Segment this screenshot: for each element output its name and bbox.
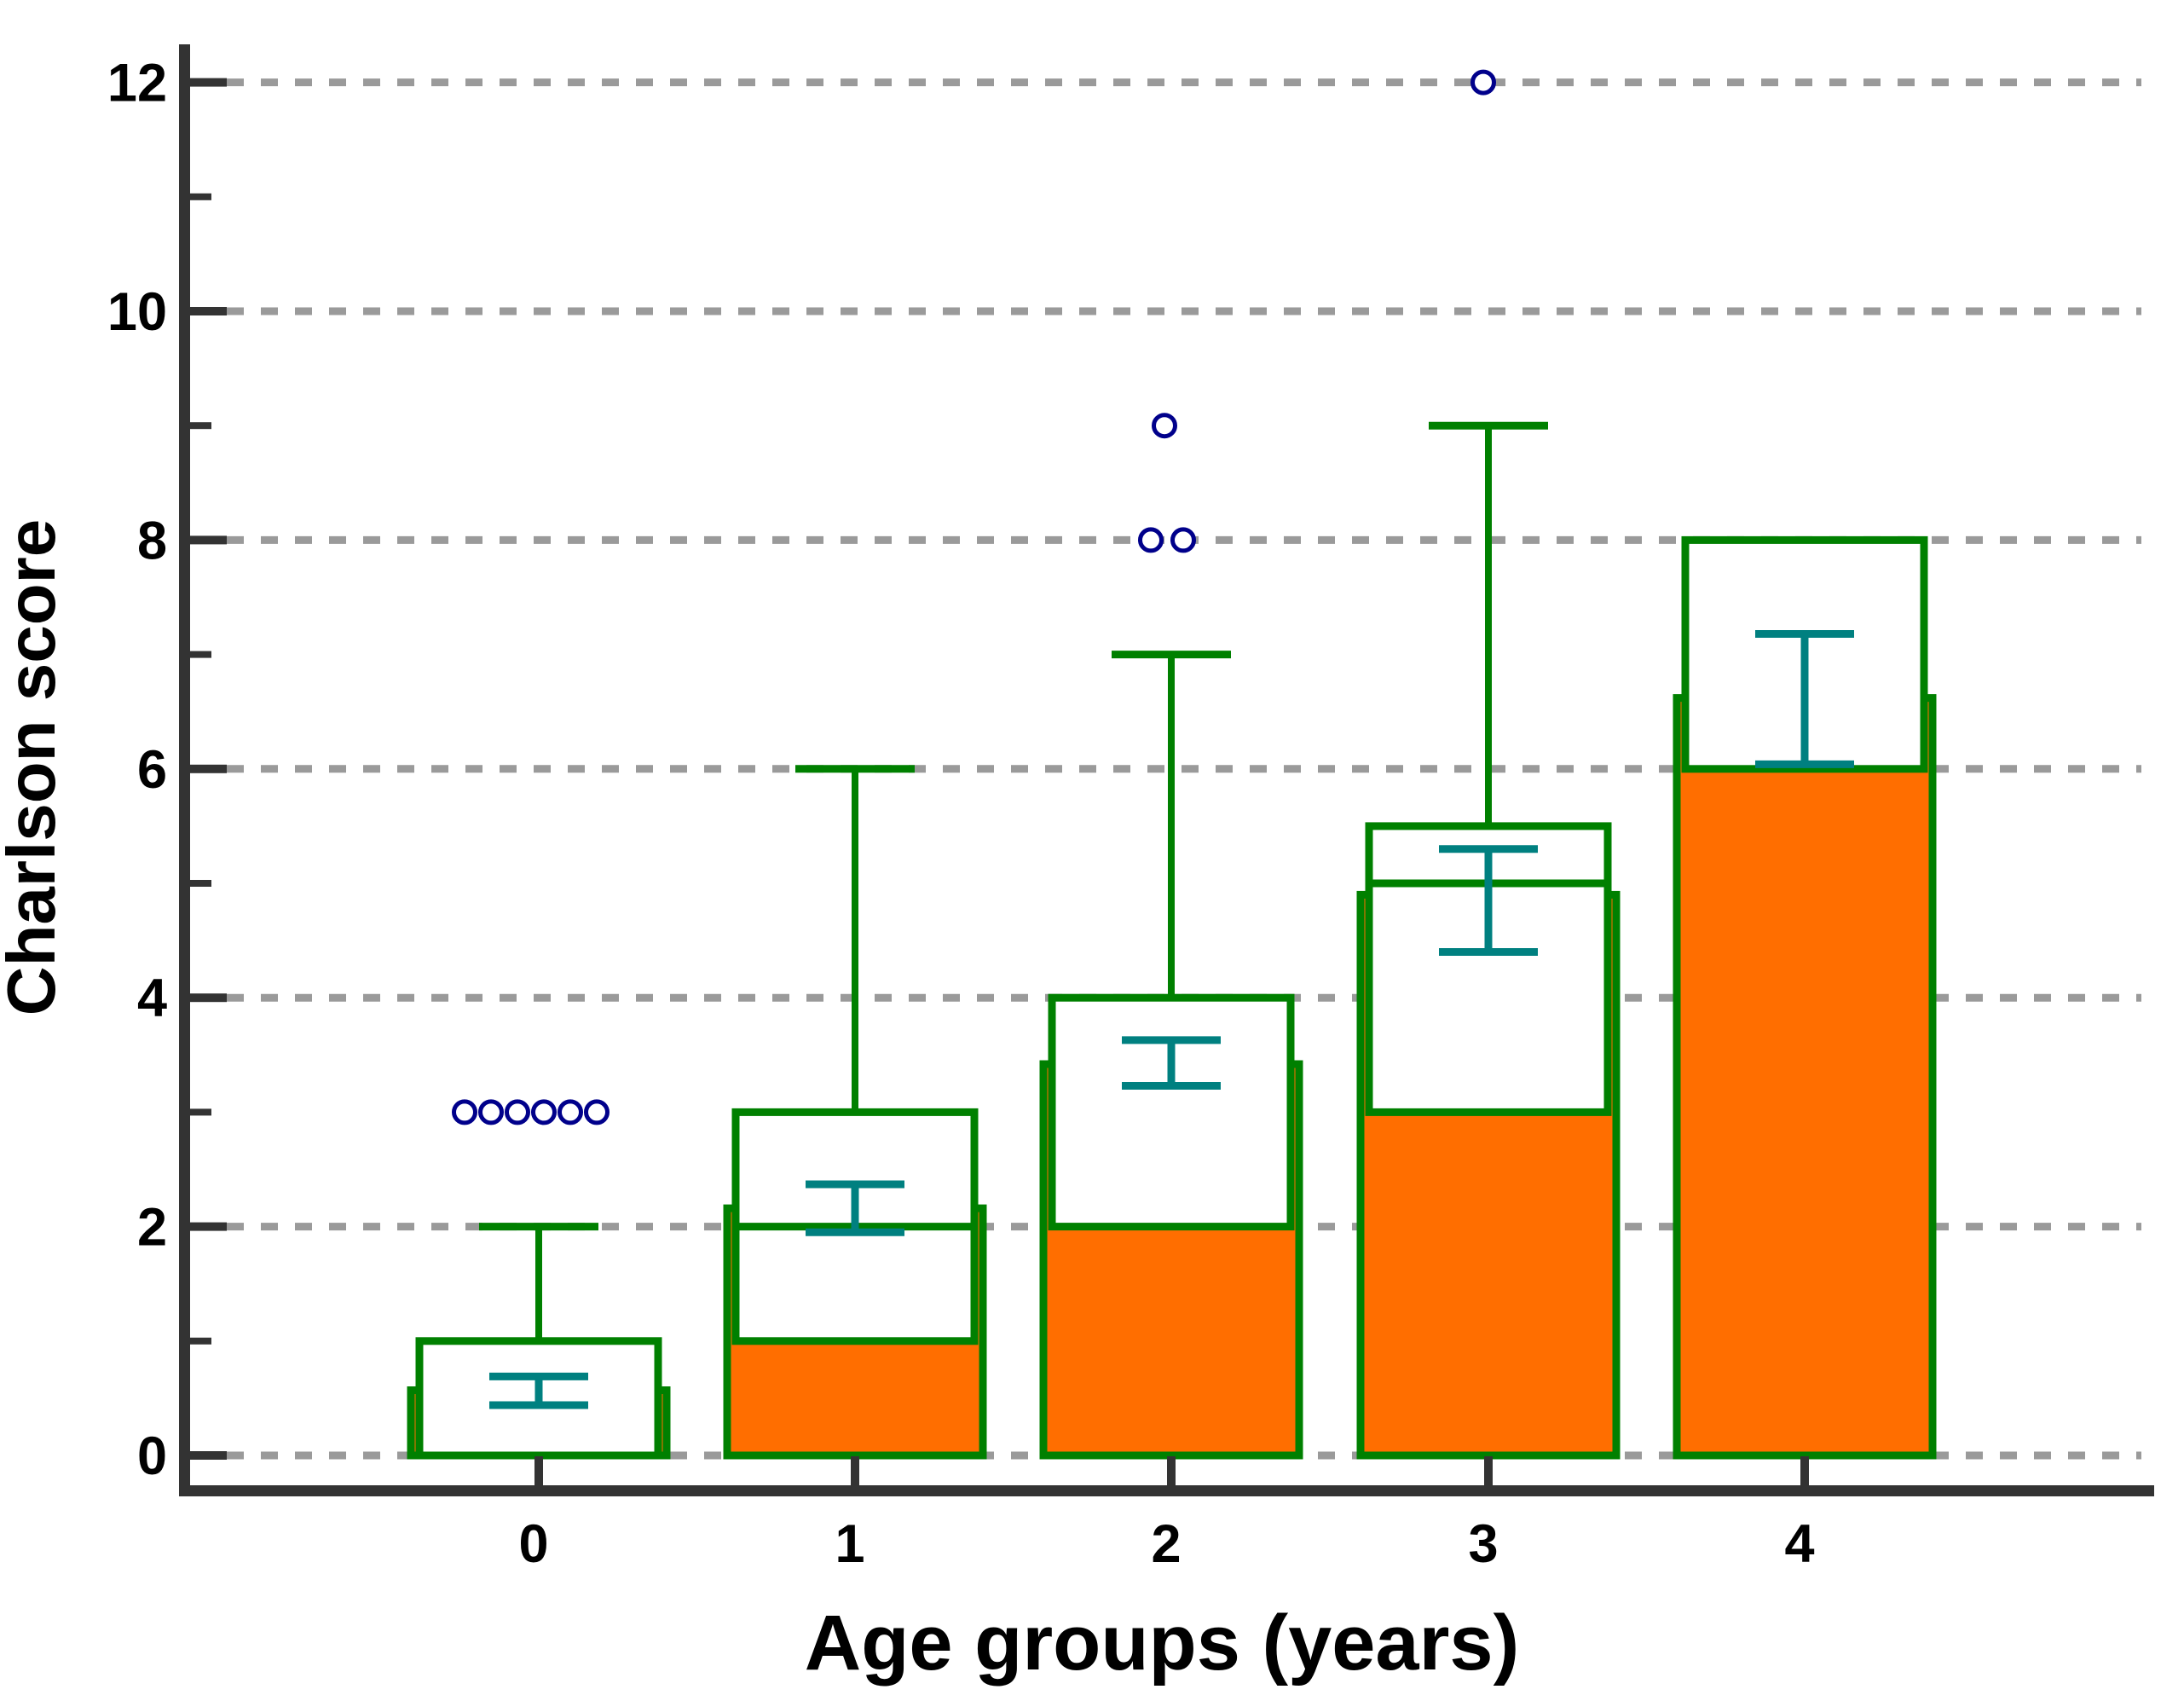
outlier-point — [584, 1099, 610, 1125]
outlier-point — [1138, 527, 1164, 553]
y-major-tick-0 — [189, 1451, 227, 1460]
x-axis-title: Age groups (years) — [805, 1600, 1519, 1687]
y-minor-tick-1 — [189, 1337, 211, 1345]
outlier-point — [1152, 413, 1177, 439]
y-tick-label-12: 12 — [107, 54, 167, 113]
y-major-tick-2 — [189, 1222, 227, 1231]
x-tick-label-0: 0 — [518, 1514, 548, 1574]
x-tick-4 — [1800, 1456, 1809, 1496]
x-tick-label-3: 3 — [1468, 1514, 1498, 1574]
y-major-tick-12 — [189, 78, 227, 87]
mean-bar-group-4 — [1673, 694, 1937, 1460]
outlier-point — [1470, 69, 1496, 95]
outlier-point — [1170, 527, 1196, 553]
x-tick-label-2: 2 — [1151, 1514, 1181, 1574]
x-tick-3 — [1484, 1456, 1493, 1496]
x-tick-label-1: 1 — [835, 1514, 864, 1574]
y-tick-label-4: 4 — [137, 969, 167, 1028]
y-major-tick-10 — [189, 307, 227, 315]
y-axis-line — [179, 44, 190, 1496]
y-tick-label-8: 8 — [137, 511, 167, 570]
y-tick-label-6: 6 — [137, 740, 167, 800]
x-tick-label-4: 4 — [1784, 1514, 1814, 1574]
outlier-point — [558, 1099, 583, 1125]
y-minor-tick-7 — [189, 651, 211, 658]
y-major-tick-8 — [189, 535, 227, 545]
y-major-tick-4 — [189, 993, 227, 1003]
y-tick-label-0: 0 — [137, 1426, 167, 1486]
y-minor-tick-3 — [189, 1108, 211, 1116]
y-major-tick-6 — [189, 764, 227, 773]
outlier-point — [478, 1099, 504, 1125]
x-tick-2 — [1167, 1456, 1176, 1496]
y-tick-label-2: 2 — [137, 1198, 167, 1258]
x-tick-1 — [851, 1456, 859, 1496]
x-axis-line — [179, 1485, 2154, 1496]
y-minor-tick-11 — [189, 193, 211, 200]
iqr-box-group-2 — [1048, 993, 1295, 1231]
y-minor-tick-5 — [189, 880, 211, 887]
y-minor-tick-9 — [189, 422, 211, 430]
y-axis-title: Charlson score — [0, 519, 69, 1015]
outlier-point — [452, 1099, 477, 1125]
y-tick-label-10: 10 — [107, 282, 167, 342]
outlier-point — [505, 1099, 530, 1125]
x-tick-0 — [534, 1456, 543, 1496]
outlier-point — [531, 1099, 557, 1125]
